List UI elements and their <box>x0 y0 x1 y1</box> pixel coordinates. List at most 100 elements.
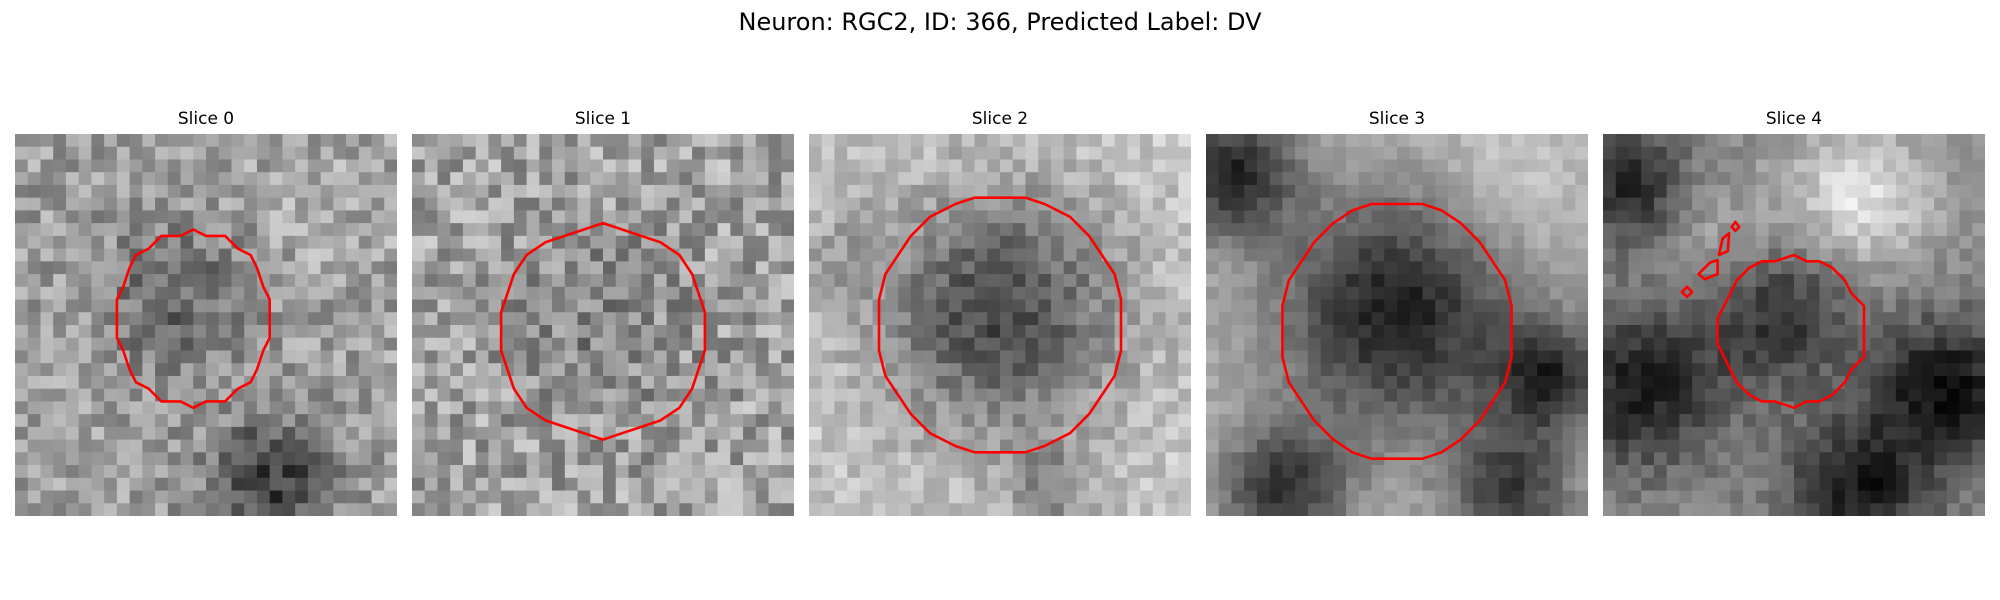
pixel <box>526 235 540 250</box>
pixel <box>1358 159 1373 173</box>
pixel <box>1781 414 1795 428</box>
pixel <box>1012 439 1026 453</box>
pixel <box>424 184 438 199</box>
slice-title-0: Slice 0 <box>177 109 235 129</box>
pixel <box>1844 134 1859 148</box>
pixel <box>231 248 245 262</box>
pixel <box>218 325 232 339</box>
pixel <box>1511 223 1525 237</box>
pixel <box>1730 490 1744 504</box>
pixel <box>1511 388 1525 402</box>
pixel <box>1819 286 1833 301</box>
pixel <box>1435 159 1449 173</box>
pixel <box>1231 350 1245 364</box>
pixel <box>384 197 397 211</box>
pixel <box>1549 184 1564 199</box>
pixel <box>231 210 245 224</box>
pixel <box>1473 197 1487 211</box>
pixel <box>346 312 360 326</box>
pixel <box>1511 465 1525 479</box>
pixel <box>1794 325 1808 339</box>
pixel <box>371 363 385 377</box>
pixel <box>590 159 604 173</box>
pixel <box>1628 350 1642 364</box>
pixel <box>1972 184 1985 199</box>
pixel <box>1806 477 1820 492</box>
pixel <box>1307 223 1322 237</box>
pixel <box>755 159 770 173</box>
pixel <box>1256 337 1271 351</box>
pixel <box>704 426 719 441</box>
pixel <box>1615 350 1629 364</box>
pixel <box>1218 261 1232 275</box>
pixel <box>1076 490 1090 504</box>
pixel <box>282 146 296 160</box>
pixel <box>1333 248 1347 262</box>
pixel <box>859 401 874 415</box>
pixel <box>768 159 782 173</box>
slice-1-pixels <box>412 134 794 516</box>
pixel <box>679 503 693 516</box>
pixel <box>539 388 553 402</box>
pixel <box>809 197 823 211</box>
pixel <box>821 401 835 415</box>
pixel <box>65 172 80 186</box>
pixel <box>1819 337 1833 351</box>
pixel <box>859 363 874 377</box>
pixel <box>679 452 693 466</box>
pixel <box>40 375 54 390</box>
pixel <box>1524 172 1538 186</box>
pixel <box>346 159 360 173</box>
pixel <box>1101 465 1116 479</box>
pixel <box>1883 490 1897 504</box>
pixel <box>412 452 426 466</box>
pixel <box>27 414 41 428</box>
pixel <box>564 388 579 402</box>
pixel <box>1012 477 1026 492</box>
pixel <box>755 503 770 516</box>
pixel <box>424 248 438 262</box>
pixel <box>1972 146 1985 160</box>
pixel <box>1628 261 1642 275</box>
pixel <box>730 299 744 313</box>
cell-contour <box>115 228 271 410</box>
pixel <box>155 235 169 250</box>
pixel <box>987 388 1001 402</box>
pixel <box>307 134 322 148</box>
pixel <box>256 261 271 275</box>
pixel <box>1806 426 1820 441</box>
pixel <box>1282 248 1296 262</box>
pixel <box>743 490 757 504</box>
pixel <box>1089 184 1103 199</box>
pixel <box>1089 159 1103 173</box>
pixel <box>1320 363 1334 377</box>
pixel <box>462 452 477 466</box>
pixel <box>384 248 397 262</box>
pixel <box>1206 465 1220 479</box>
pixel <box>1333 414 1347 428</box>
pixel <box>987 223 1001 237</box>
pixel <box>526 274 540 288</box>
pixel <box>1946 439 1961 453</box>
pixel <box>1178 426 1191 441</box>
pixel <box>1473 363 1487 377</box>
pixel <box>859 375 874 390</box>
pixel <box>755 274 770 288</box>
pixel <box>1959 261 1973 275</box>
pixel <box>1114 414 1128 428</box>
pixel <box>1178 274 1191 288</box>
pixel <box>1870 299 1884 313</box>
pixel <box>910 325 925 339</box>
pixel <box>1473 350 1487 364</box>
pixel <box>1819 235 1833 250</box>
pixel <box>730 274 744 288</box>
pixel <box>847 337 861 351</box>
pixel <box>1908 235 1922 250</box>
pixel <box>809 159 823 173</box>
pixel <box>244 452 258 466</box>
pixel <box>1358 223 1373 237</box>
pixel <box>1152 401 1167 415</box>
pixel <box>1460 439 1474 453</box>
pixel <box>295 414 309 428</box>
